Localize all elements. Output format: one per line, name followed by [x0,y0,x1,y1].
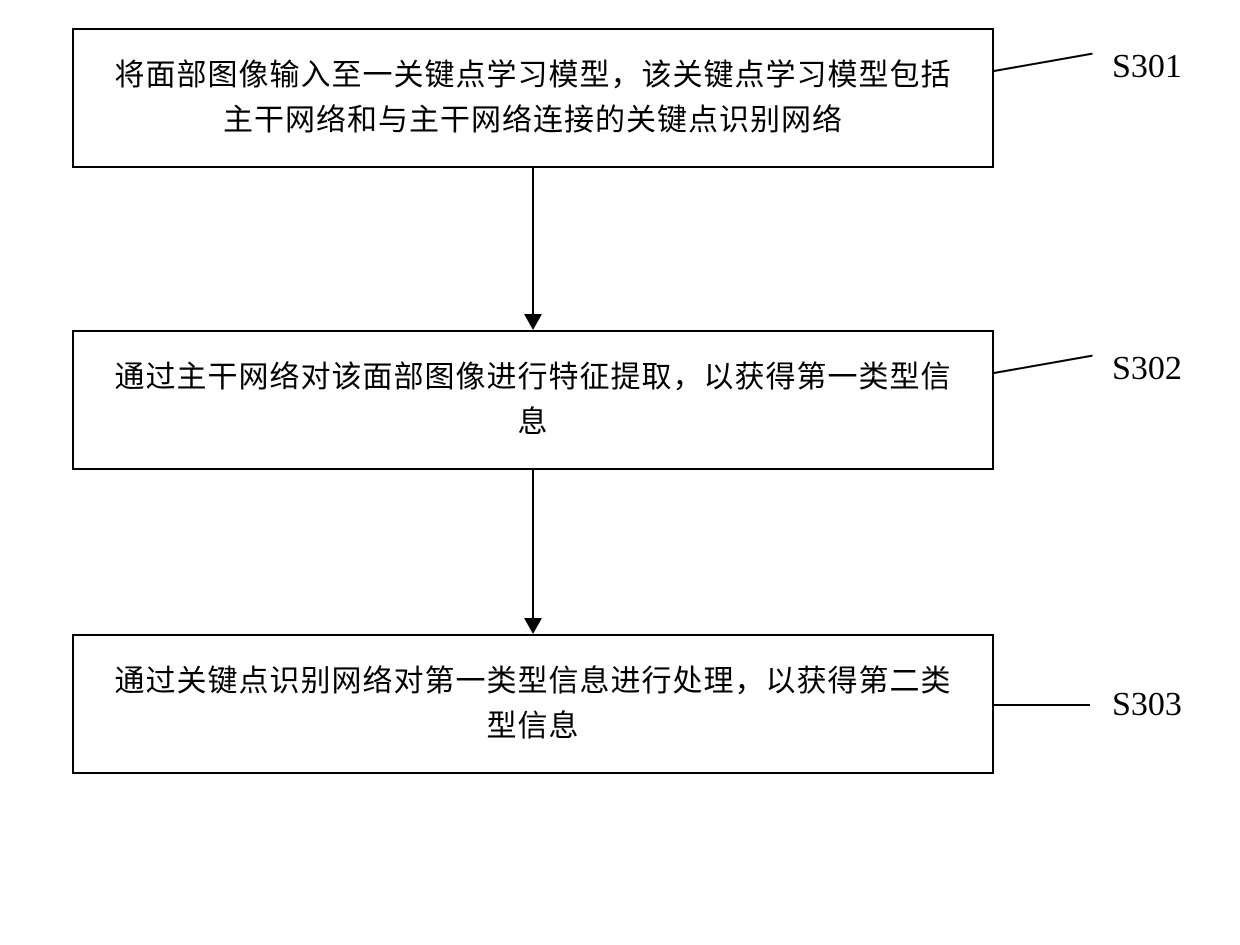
flowchart-step-2: 通过主干网络对该面部图像进行特征提取，以获得第一类型信息 [72,330,994,470]
flowchart-step-3-text: 通过关键点识别网络对第一类型信息进行处理，以获得第二类型信息 [104,659,962,749]
flowchart-step-1: 将面部图像输入至一关键点学习模型，该关键点学习模型包括主干网络和与主干网络连接的… [72,28,994,168]
label-connector-1 [994,53,1093,72]
label-connector-3 [994,704,1090,706]
flowchart-step-1-text: 将面部图像输入至一关键点学习模型，该关键点学习模型包括主干网络和与主干网络连接的… [104,53,962,143]
flowchart-step-2-text: 通过主干网络对该面部图像进行特征提取，以获得第一类型信息 [104,355,962,445]
step-label-3: S303 [1112,686,1182,724]
label-connector-2 [994,355,1093,374]
step-label-1: S301 [1112,48,1182,86]
arrow-1-head [524,314,542,330]
arrow-2-line [532,470,534,618]
arrow-2-head [524,618,542,634]
flowchart-step-3: 通过关键点识别网络对第一类型信息进行处理，以获得第二类型信息 [72,634,994,774]
arrow-1-line [532,168,534,314]
step-label-2: S302 [1112,350,1182,388]
flowchart-container: 将面部图像输入至一关键点学习模型，该关键点学习模型包括主干网络和与主干网络连接的… [0,0,1240,945]
